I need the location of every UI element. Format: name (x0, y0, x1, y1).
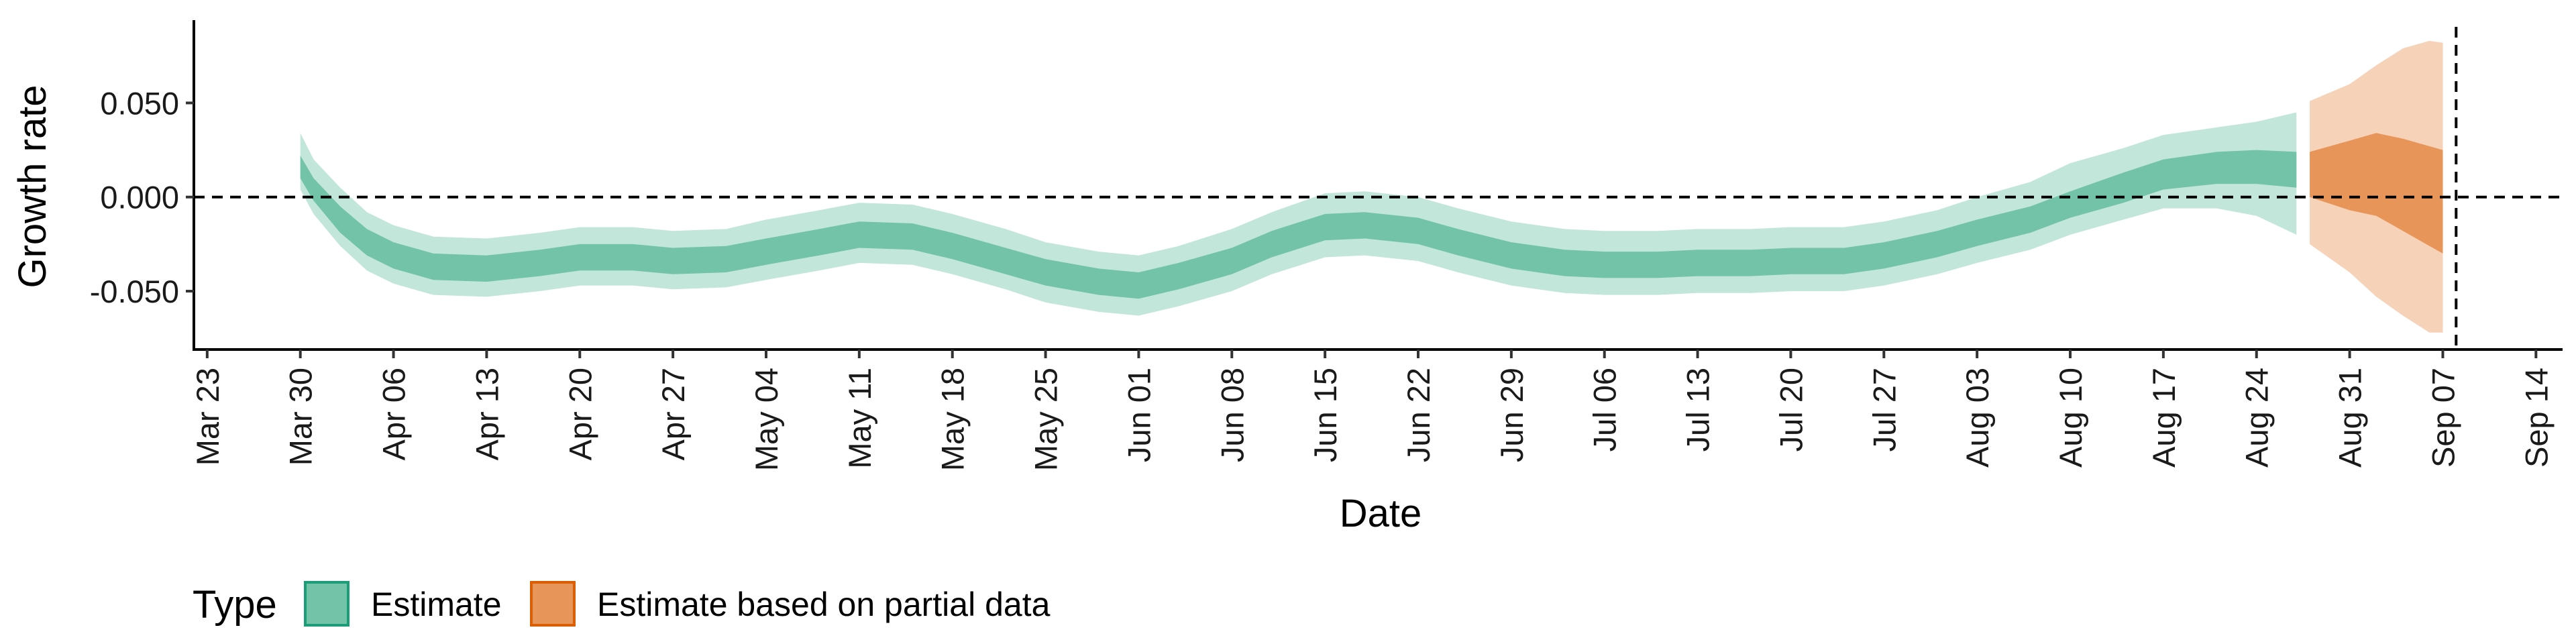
x-tick-label: Jul 13 (1680, 368, 1716, 451)
x-tick-label: Jul 06 (1587, 368, 1623, 451)
x-tick-label: Sep 14 (2518, 368, 2554, 468)
x-tick-label: Jun 01 (1121, 368, 1157, 462)
legend-label-estimate: Estimate (371, 586, 502, 623)
x-tick-label: Aug 24 (2239, 368, 2275, 468)
x-tick-label: Apr 27 (655, 368, 691, 460)
x-tick-label: Jun 15 (1307, 368, 1343, 462)
x-tick-label: May 04 (749, 368, 784, 471)
legend: Type Estimate Estimate based on partial … (193, 581, 1051, 627)
x-tick-label: May 11 (842, 368, 877, 469)
x-tick-label: Jun 22 (1401, 368, 1436, 462)
axes-layer: -0.050 0.000 0.050 Mar 23 Mar 30 Apr 06 Apr 13… (90, 20, 2563, 471)
x-tick-label: Apr 06 (376, 368, 412, 460)
ribbon-layer (300, 40, 2443, 333)
x-tick-label: Aug 17 (2146, 368, 2182, 468)
y-axis-title: Growth rate (11, 85, 54, 288)
x-tick-label: Apr 20 (562, 368, 598, 460)
legend-swatch-partial (530, 581, 576, 627)
x-tick-label: May 18 (935, 368, 971, 471)
estimate-outer-band (300, 112, 2297, 316)
x-tick-label: Mar 23 (190, 368, 225, 466)
x-tick-label: Sep 07 (2426, 368, 2461, 468)
legend-label-partial: Estimate based on partial data (597, 586, 1051, 623)
partial-inner-band (2310, 133, 2443, 254)
x-tick-label: May 25 (1028, 368, 1064, 471)
y-tick-label: 0.050 (100, 85, 179, 121)
x-tick-label: Aug 31 (2332, 368, 2368, 468)
x-tick-label: Apr 13 (469, 368, 504, 460)
x-tick-label: Aug 10 (2053, 368, 2088, 468)
y-tick-label: -0.050 (90, 274, 179, 309)
reference-lines (194, 27, 2563, 350)
x-tick-label: Jul 20 (1773, 368, 1809, 451)
legend-swatch-estimate (304, 581, 350, 627)
x-tick-label: Jun 08 (1214, 368, 1250, 462)
x-tick-label: Jun 29 (1494, 368, 1529, 462)
x-tick-label: Mar 30 (283, 368, 319, 466)
x-tick-label: Jul 27 (1866, 368, 1902, 451)
y-tick-label: 0.000 (100, 180, 179, 215)
legend-title: Type (193, 583, 277, 627)
x-axis-title: Date (1340, 492, 1422, 535)
estimate-inner-band (300, 150, 2297, 299)
x-tick-label: Aug 03 (1960, 368, 1995, 468)
